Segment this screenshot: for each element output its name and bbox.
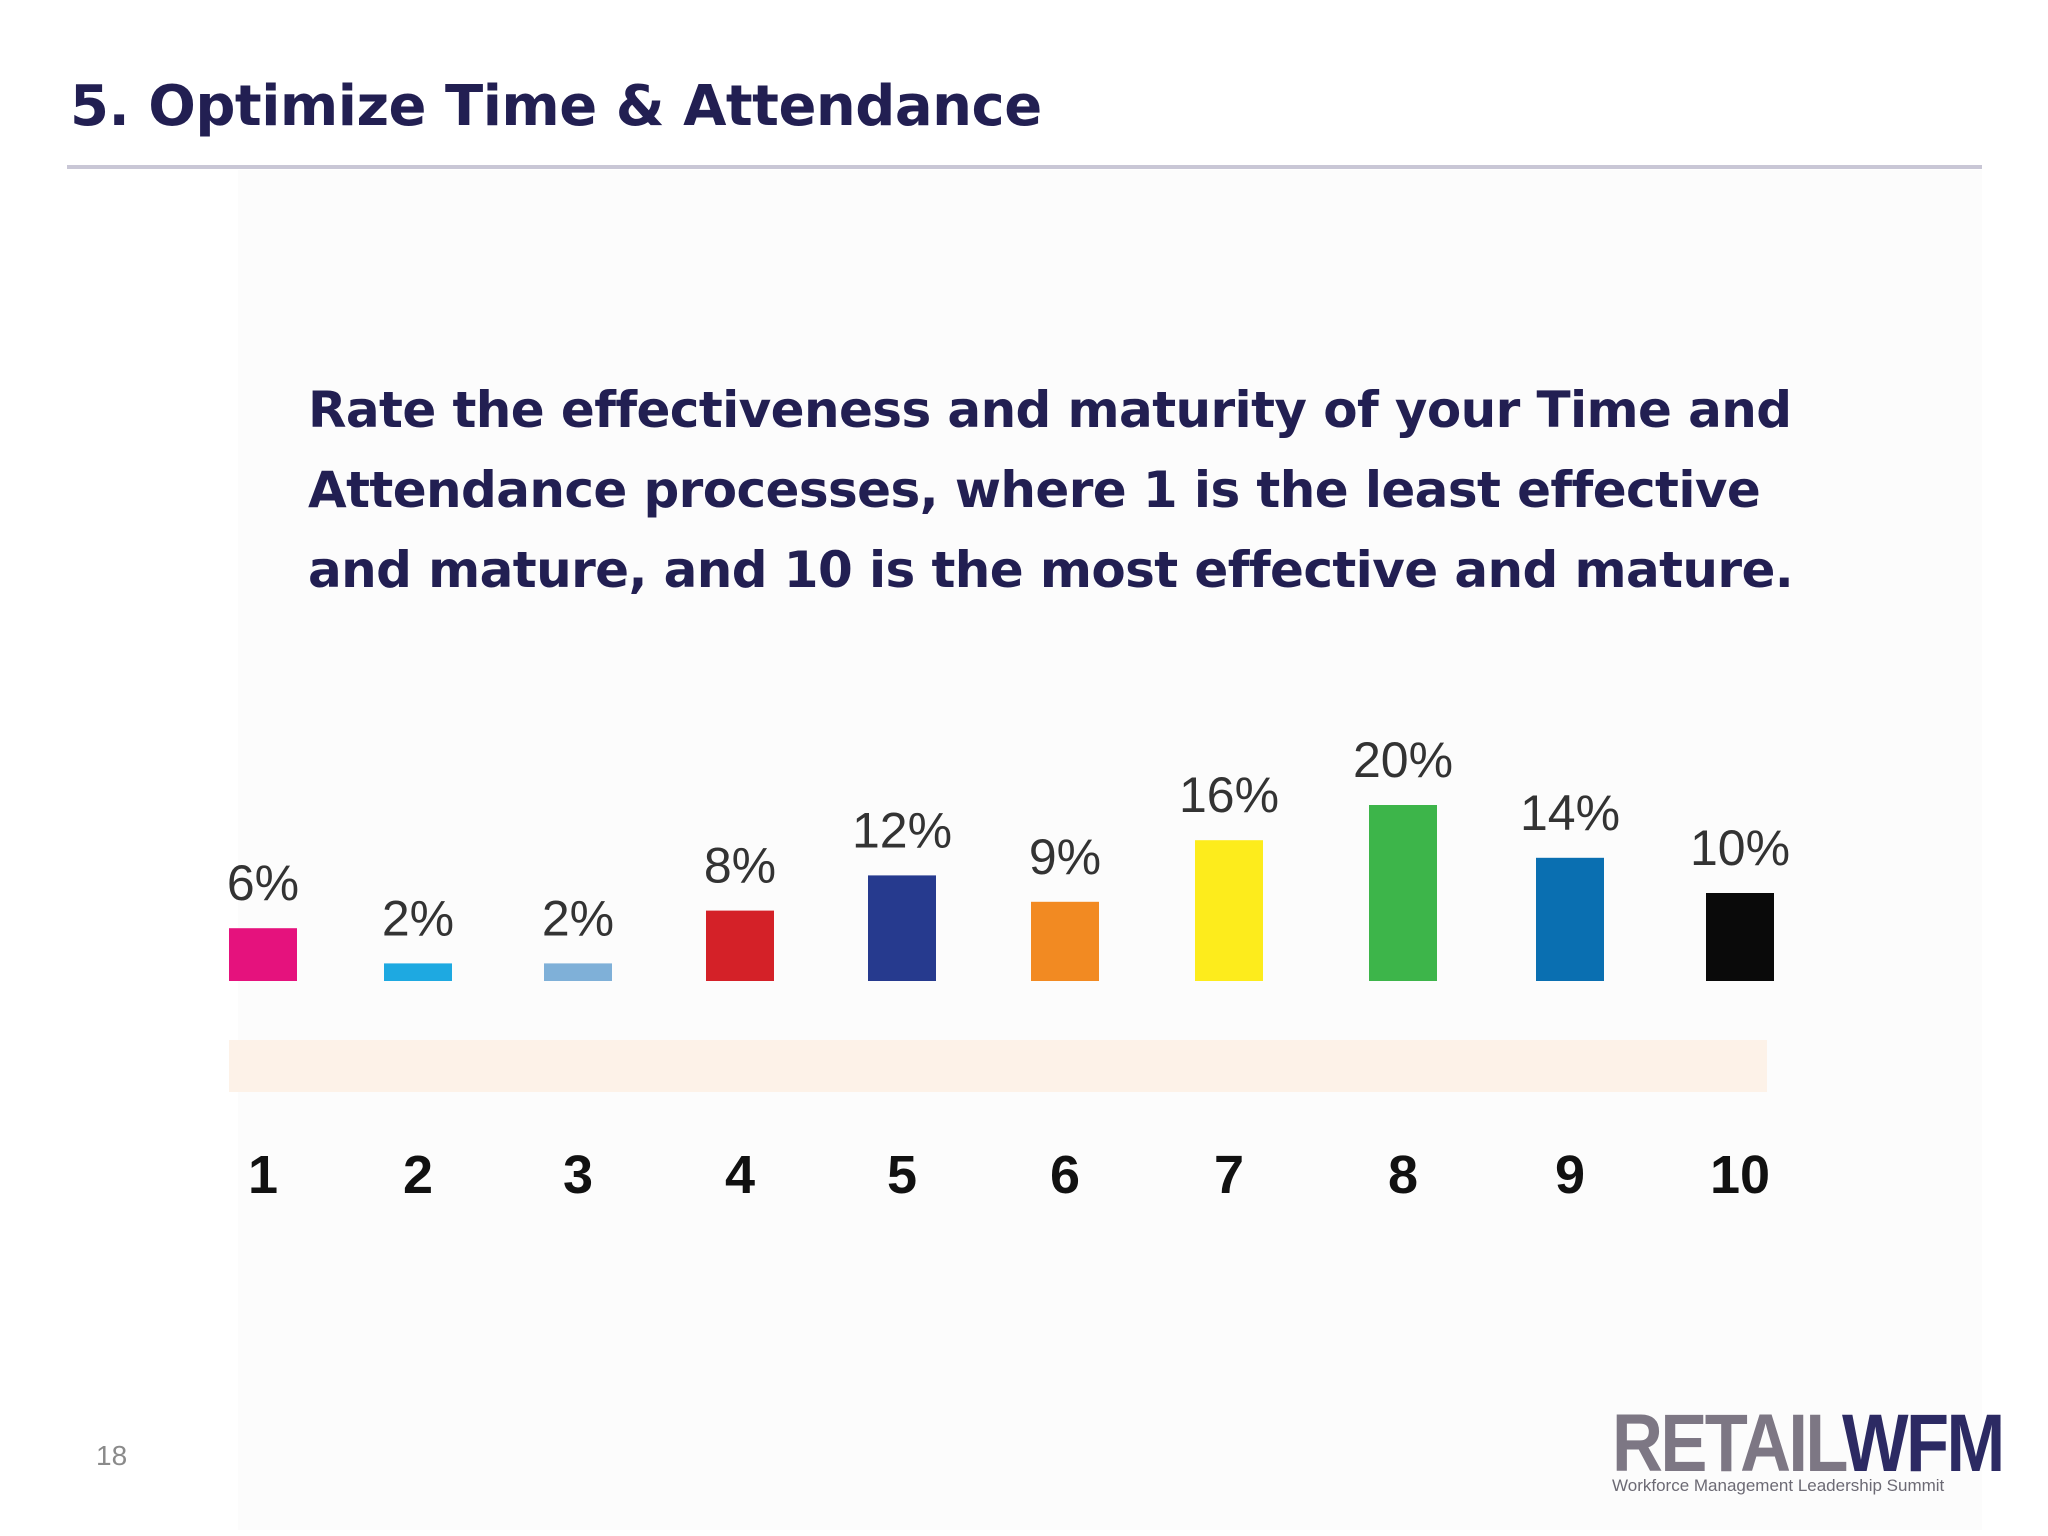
category-label: 7 <box>1214 1145 1244 1205</box>
question-line: Attendance processes, where 1 is the lea… <box>308 461 1761 519</box>
logo-wordmark: RETAILWFM <box>1612 1403 2005 1485</box>
category-label: 3 <box>563 1145 593 1205</box>
bar <box>229 928 297 981</box>
chart-panel <box>238 170 1982 1530</box>
value-label: 10% <box>1690 820 1790 876</box>
value-label: 8% <box>704 838 776 894</box>
question-line: Rate the effectiveness and maturity of y… <box>308 381 1792 439</box>
logo-tagline: Workforce Management Leadership Summit <box>1612 1476 1945 1495</box>
bar <box>1369 805 1437 981</box>
category-label: 6 <box>1050 1145 1080 1205</box>
category-label: 5 <box>887 1145 917 1205</box>
bar <box>1536 857 1604 981</box>
value-label: 2% <box>382 890 454 946</box>
bar <box>868 875 936 981</box>
bar <box>1031 901 1099 981</box>
value-label: 12% <box>852 802 952 858</box>
question-line: and mature, and 10 is the most effective… <box>308 541 1794 599</box>
slide-title: 5. Optimize Time & Attendance <box>70 74 1042 139</box>
category-label: 8 <box>1388 1145 1418 1205</box>
category-label: 10 <box>1710 1145 1770 1205</box>
title-divider <box>67 165 1982 169</box>
value-label: 20% <box>1353 732 1453 788</box>
bar <box>384 963 452 981</box>
bar <box>1706 893 1774 981</box>
survey-question: Rate the effectiveness and maturity of y… <box>308 370 1794 610</box>
bar <box>706 910 774 981</box>
logo-word-retail: RETAIL <box>1612 1398 1845 1489</box>
category-label: 4 <box>725 1145 755 1205</box>
category-label: 9 <box>1555 1145 1585 1205</box>
category-label: 1 <box>248 1145 278 1205</box>
bar <box>544 963 612 981</box>
category-label: 2 <box>403 1145 433 1205</box>
logo-word-wfm: WFM <box>1842 1398 2005 1489</box>
value-label: 9% <box>1029 829 1101 885</box>
value-label: 16% <box>1179 767 1279 823</box>
page-number: 18 <box>96 1440 128 1471</box>
baseline-band <box>229 1040 1767 1092</box>
value-label: 2% <box>542 890 614 946</box>
value-label: 14% <box>1520 785 1620 841</box>
value-label: 6% <box>227 855 299 911</box>
bar <box>1195 840 1263 981</box>
retail-wfm-logo: RETAILWFM Workforce Management Leadershi… <box>1612 1403 2005 1496</box>
